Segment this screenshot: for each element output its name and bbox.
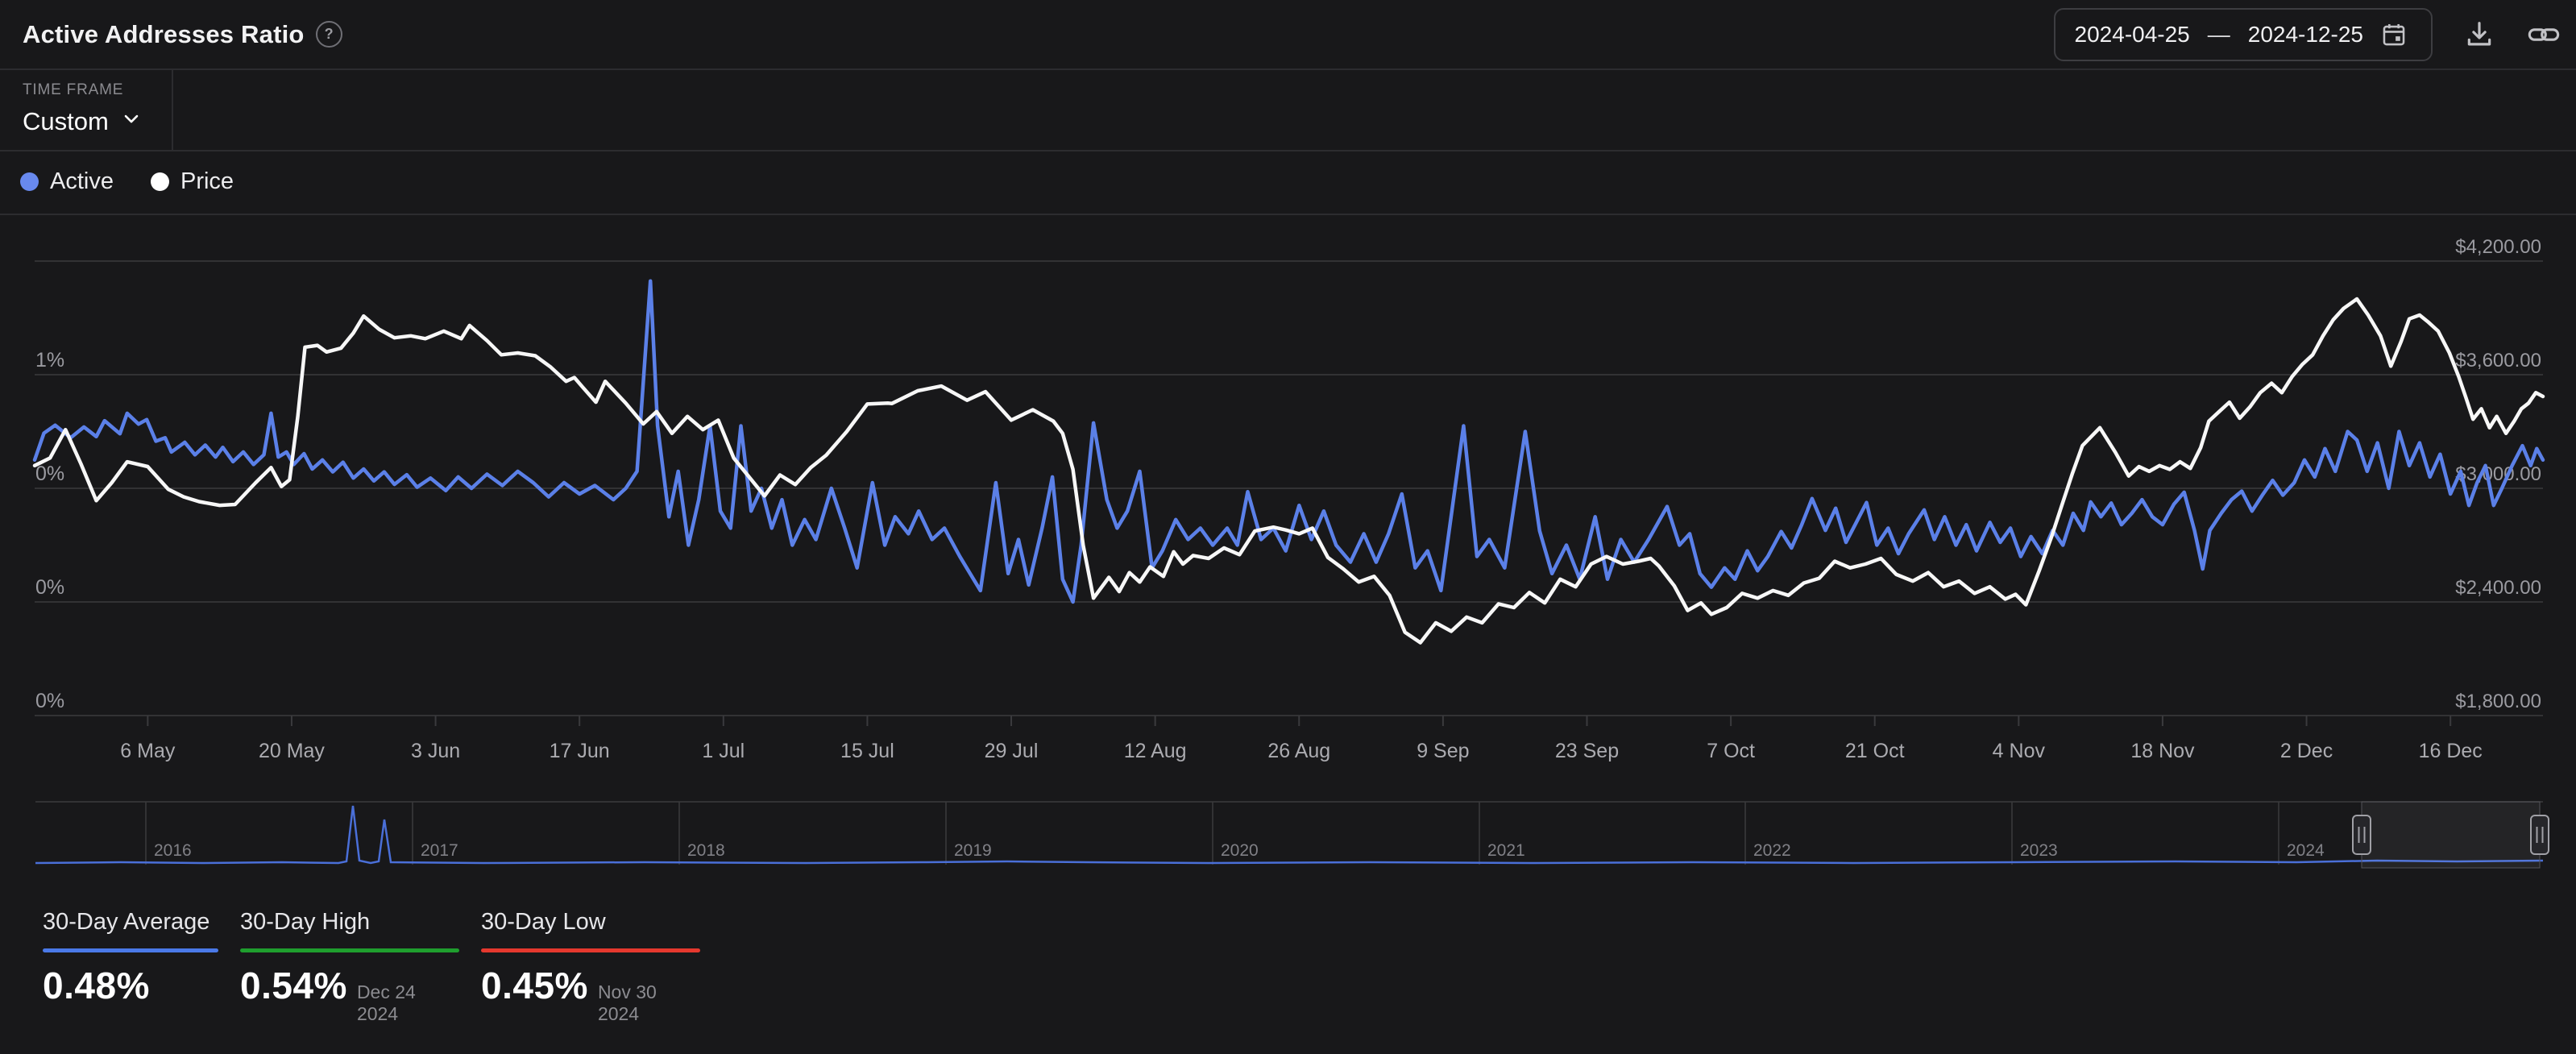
date-range-button[interactable]: 2024-04-25 — 2024-12-25 bbox=[2053, 7, 2433, 61]
date-range-separator: — bbox=[2207, 21, 2230, 47]
legend-label-active: Active bbox=[50, 168, 114, 194]
stat-underline-high bbox=[240, 948, 459, 952]
x-axis-label: 9 Sep bbox=[1417, 740, 1469, 762]
x-axis-label: 23 Sep bbox=[1555, 740, 1619, 762]
x-axis-label: 15 Jul bbox=[840, 740, 894, 762]
stat-label: 30-Day Low bbox=[481, 909, 606, 935]
y-axis-left-label: 0% bbox=[35, 463, 64, 485]
minimap-year-label: 2020 bbox=[1221, 841, 1259, 860]
active-line bbox=[32, 279, 2545, 604]
y-axis-left-label: 1% bbox=[35, 349, 64, 371]
x-axis-label: 3 Jun bbox=[411, 740, 460, 762]
calendar-icon bbox=[2376, 17, 2412, 52]
chart-legend: Active Price bbox=[0, 150, 2576, 215]
date-range-end: 2024-12-25 bbox=[2247, 21, 2363, 47]
download-icon[interactable] bbox=[2462, 17, 2497, 52]
time-frame-dropdown[interactable]: TIME FRAME Custom bbox=[0, 70, 173, 150]
minimap-year-label: 2023 bbox=[2020, 841, 2058, 860]
x-axis-label: 18 Nov bbox=[2130, 740, 2195, 762]
chevron-down-icon bbox=[120, 107, 143, 136]
stat-label: 30-Day High bbox=[240, 909, 371, 935]
x-axis-label: 20 May bbox=[259, 740, 325, 762]
x-axis-label: 6 May bbox=[120, 740, 176, 762]
page-title: Active Addresses Ratio bbox=[23, 19, 305, 48]
x-axis-label: 4 Nov bbox=[1993, 740, 2046, 762]
minimap-year-label: 2019 bbox=[954, 841, 992, 860]
x-axis-label: 26 Aug bbox=[1267, 740, 1330, 762]
legend-item-price[interactable]: Price bbox=[150, 168, 234, 195]
y-axis-right-label: $3,000.00 bbox=[2455, 463, 2541, 485]
y-axis-right-label: $4,200.00 bbox=[2455, 236, 2541, 258]
y-axis-right-label: $1,800.00 bbox=[2455, 691, 2541, 712]
copy-link-icon[interactable] bbox=[2526, 17, 2561, 52]
x-axis-label: 2 Dec bbox=[2280, 740, 2333, 762]
price-series-dot bbox=[150, 172, 169, 191]
x-axis-label: 21 Oct bbox=[1845, 740, 1905, 762]
stat-date: Dec 24 2024 bbox=[356, 981, 416, 1024]
minimap-sparkline bbox=[35, 805, 2544, 865]
date-range-start: 2024-04-25 bbox=[2074, 21, 2190, 47]
minimap-year-label: 2022 bbox=[1753, 841, 1791, 860]
stat-30day-low: 30-Day Low 0.45% Nov 30 2024 bbox=[481, 909, 700, 1025]
price-line bbox=[32, 297, 2545, 645]
header-actions: 2024-04-25 — 2024-12-25 bbox=[2053, 0, 2561, 68]
brush-handle-left[interactable] bbox=[2352, 815, 2371, 855]
legend-label-price: Price bbox=[180, 168, 234, 194]
x-axis-label: 29 Jul bbox=[985, 740, 1039, 762]
minimap-year-label: 2016 bbox=[154, 841, 192, 860]
stat-value: 0.45% bbox=[481, 965, 588, 1006]
toolbar-row: TIME FRAME Custom bbox=[0, 70, 2576, 151]
y-axis-right-label: $3,600.00 bbox=[2455, 350, 2541, 371]
y-axis-left-label: 0% bbox=[35, 576, 64, 599]
y-axis-right-label: $2,400.00 bbox=[2455, 577, 2541, 599]
header: Active Addresses Ratio ? 2024-04-25 — 20… bbox=[0, 0, 2576, 70]
x-axis-label: 12 Aug bbox=[1124, 740, 1187, 762]
minimap-year-label: 2018 bbox=[687, 841, 725, 860]
x-axis-label: 16 Dec bbox=[2419, 740, 2483, 762]
minimap-year-label: 2021 bbox=[1487, 841, 1525, 860]
x-axis-label: 17 Jun bbox=[550, 740, 610, 762]
brush-handle-right[interactable] bbox=[2530, 815, 2549, 855]
legend-item-active[interactable]: Active bbox=[20, 168, 114, 195]
stat-value: 0.48% bbox=[43, 965, 150, 1006]
stat-30day-high: 30-Day High 0.54% Dec 24 2024 bbox=[240, 909, 459, 1025]
stat-label: 30-Day Average bbox=[43, 909, 210, 935]
stat-30day-average: 30-Day Average 0.48% bbox=[43, 909, 218, 1025]
active-series-dot bbox=[20, 172, 39, 191]
stat-value: 0.54% bbox=[240, 965, 347, 1006]
y-axis-left-label: 0% bbox=[35, 690, 64, 712]
stat-underline-low bbox=[481, 948, 700, 952]
time-frame-value: Custom bbox=[23, 107, 109, 135]
minimap-year-label: 2024 bbox=[2287, 841, 2325, 860]
minimap-year-label: 2017 bbox=[421, 841, 458, 860]
stats-row: 30-Day Average 0.48% 30-Day High 0.54% D… bbox=[43, 909, 700, 1025]
time-frame-label: TIME FRAME bbox=[23, 81, 124, 98]
x-axis-label: 7 Oct bbox=[1707, 740, 1755, 762]
minimap-selection[interactable] bbox=[2361, 801, 2541, 869]
stat-underline-average bbox=[43, 948, 218, 952]
stat-date: Nov 30 2024 bbox=[597, 981, 657, 1024]
x-axis-label: 1 Jul bbox=[702, 740, 745, 762]
help-icon[interactable]: ? bbox=[315, 21, 342, 48]
